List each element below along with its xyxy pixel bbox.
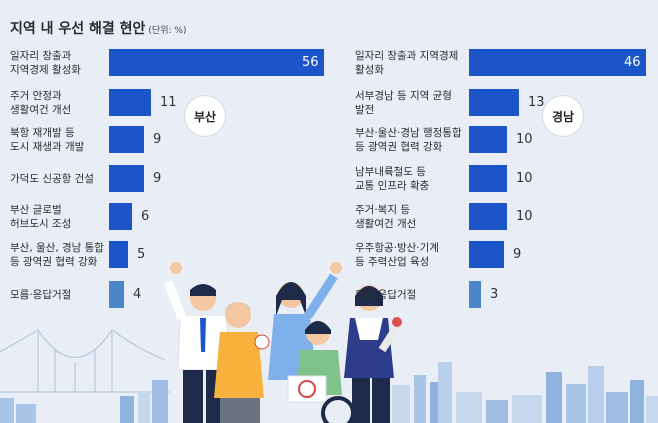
bar-gyeongnam-2 [469, 126, 507, 153]
category-label-busan-1: 주거 안정과 생활여건 개선 [10, 89, 72, 116]
bar-gyeongnam-3 [469, 165, 507, 192]
bar-busan-3 [109, 165, 144, 192]
chart-title: 지역 내 우선 해결 현안 (단위: %) [10, 21, 187, 37]
city-left-buildings [0, 380, 168, 423]
bar-busan-0 [109, 49, 324, 76]
category-label-busan-6: 모름·응답거절 [10, 288, 72, 301]
unit-note: (단위: %) [148, 26, 187, 36]
category-label-gyeongnam-0: 일자리 창출과 지역경제 활성화 [355, 49, 459, 76]
category-label-gyeongnam-1: 서부경남 등 지역 균형 발전 [355, 89, 452, 116]
value-label-busan-0: 56 [302, 55, 319, 70]
category-label-gyeongnam-2: 부산·울산·경남 행정통합 등 광역권 협력 강화 [355, 126, 462, 153]
bar-gyeongnam-0 [469, 49, 646, 76]
value-label-gyeongnam-6: 3 [490, 287, 499, 302]
city-right-buildings [392, 362, 658, 423]
region-badge-busan: 부산 [185, 96, 225, 136]
category-label-gyeongnam-5: 우주항공·방산·기계 등 주력산업 육성 [355, 241, 439, 268]
bar-busan-1 [109, 89, 151, 116]
category-label-gyeongnam-4: 주거·복지 등 생활여건 개선 [355, 203, 417, 230]
value-label-busan-2: 9 [153, 132, 162, 147]
bar-gyeongnam-6 [469, 281, 481, 308]
bar-gyeongnam-5 [469, 241, 504, 268]
value-label-busan-1: 11 [160, 95, 177, 110]
value-label-gyeongnam-4: 10 [516, 209, 533, 224]
people-illustration [163, 262, 404, 423]
category-label-busan-2: 북항 재개발 등 도시 재생과 개발 [10, 126, 85, 153]
value-label-gyeongnam-1: 13 [528, 95, 545, 110]
bar-busan-6 [109, 281, 124, 308]
region-badge-gyeongnam: 경남 [543, 96, 583, 136]
bar-busan-4 [109, 203, 132, 230]
value-label-busan-5: 5 [137, 247, 146, 262]
value-label-busan-6: 4 [133, 287, 142, 302]
value-label-gyeongnam-5: 9 [513, 247, 522, 262]
category-label-busan-4: 부산 글로벌 허브도시 조성 [10, 203, 72, 230]
category-label-gyeongnam-6: 모름·응답거절 [355, 288, 417, 301]
value-label-busan-3: 9 [153, 171, 162, 186]
value-label-gyeongnam-3: 10 [516, 171, 533, 186]
value-label-busan-4: 6 [141, 209, 150, 224]
value-label-gyeongnam-0: 46 [624, 55, 641, 70]
bridge-illustration [0, 329, 170, 393]
category-label-busan-3: 가덕도 신공항 건설 [10, 172, 94, 185]
bar-busan-2 [109, 126, 144, 153]
value-label-gyeongnam-2: 10 [516, 132, 533, 147]
bar-gyeongnam-4 [469, 203, 507, 230]
category-label-busan-0: 일자리 창출과 지역경제 활성화 [10, 49, 81, 76]
category-label-gyeongnam-3: 남부내륙철도 등 교통 인프라 확충 [355, 165, 430, 192]
bar-gyeongnam-1 [469, 89, 519, 116]
category-label-busan-5: 부산, 울산, 경남 통합 등 광역권 협력 강화 [10, 241, 104, 268]
bar-busan-5 [109, 241, 128, 268]
